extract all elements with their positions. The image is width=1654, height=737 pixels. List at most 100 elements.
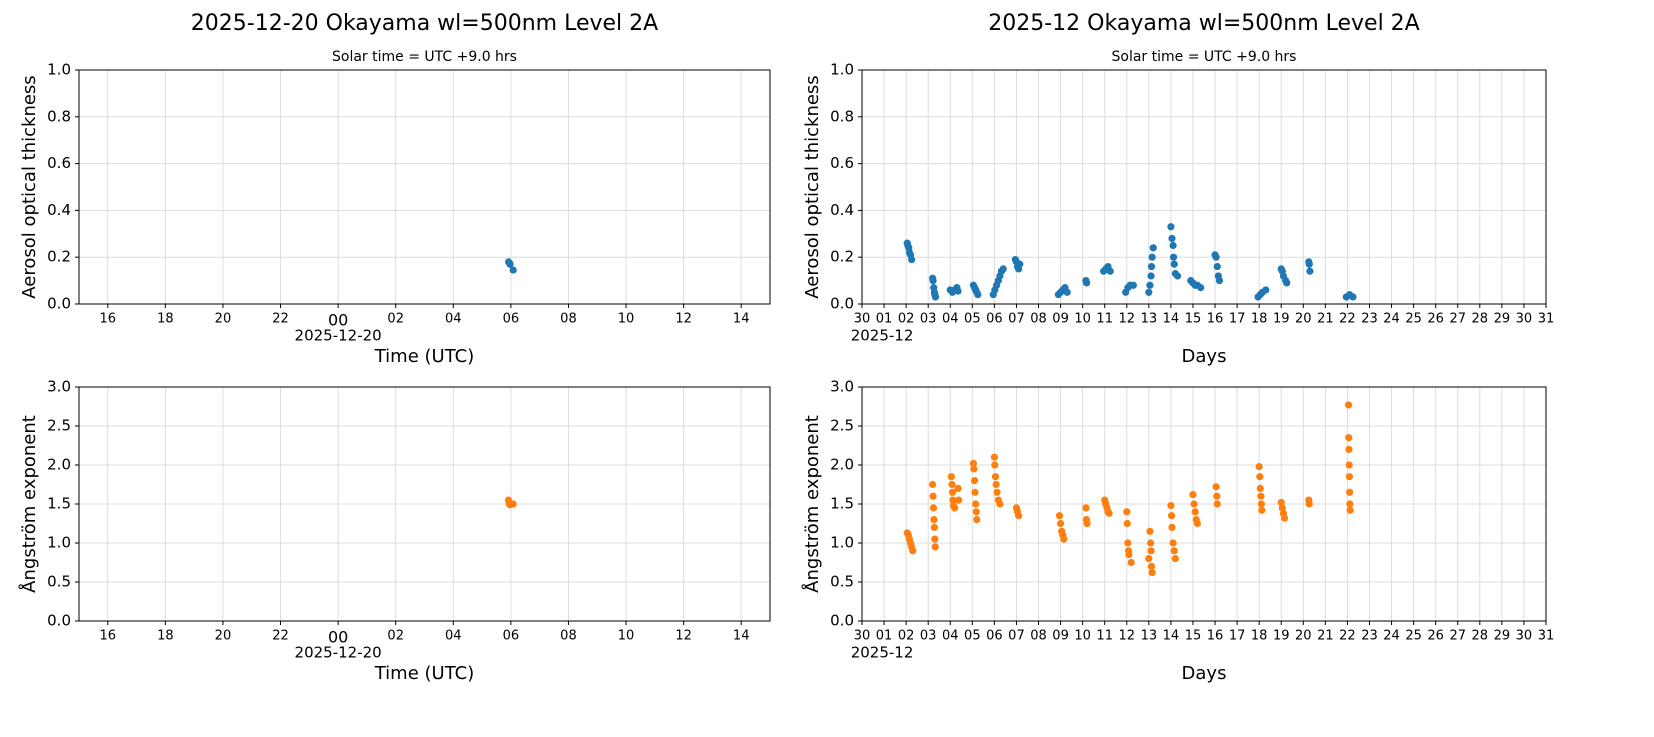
data-point [1256,484,1264,492]
data-point [954,484,962,492]
x-axis-label: Days [1182,663,1227,684]
plot-frame [78,386,771,622]
data-point [1346,488,1354,496]
x-tick-label: 14 [1163,629,1180,644]
x-tick-label: 20 [1295,312,1312,327]
data-point [1149,244,1157,252]
x-tick-label: 04 [942,629,959,644]
data-point [1215,277,1224,285]
x-tick-label: 30 [854,312,871,327]
y-axis-label: Ångström exponent [801,415,823,593]
y-tick-label: 1.5 [830,495,854,513]
x-tick-label: 09 [1052,629,1069,644]
x-tick-label: 10 [1074,629,1091,644]
data-point [1147,562,1156,571]
data-point [973,516,981,524]
data-point [909,547,917,555]
data-point [930,516,938,524]
y-tick-label: 0.6 [830,154,854,172]
x-tick-label: 27 [1449,312,1466,327]
x-tick-label: 25 [1405,312,1422,327]
x-tick-label: 18 [1251,312,1268,327]
data-point [1257,500,1265,508]
y-tick-label: 1.0 [830,61,854,79]
y-axis-label: Aerosol optical thickness [19,75,40,298]
data-point [947,473,955,481]
data-point [1055,512,1064,520]
x-tick-label: 08 [1030,312,1047,327]
data-point [1173,272,1182,280]
data-point [1278,504,1286,512]
x-tick-label: 13 [1141,312,1158,327]
data-point [1125,551,1133,559]
y-tick-label: 0.0 [830,612,854,630]
data-point [1258,506,1266,514]
data-point [1083,279,1091,287]
y-tick-label: 1.0 [830,534,854,552]
x-tick-label: 30 [854,629,871,644]
x-tick-label: 31 [1538,629,1555,644]
x-tick-label: 04 [445,629,462,644]
x-tick-label: 03 [920,629,937,644]
x-tick-label: 28 [1472,312,1489,327]
x-tick-label: 18 [157,629,174,644]
data-point [1344,401,1353,409]
x-tick-label: 31 [1538,312,1555,327]
data-point [969,459,978,468]
x-tick-label: 22 [1339,312,1356,327]
data-point [1305,500,1313,508]
y-tick-label: 2.0 [830,456,854,474]
data-point [1168,234,1176,243]
data-point [1262,286,1270,294]
plot-frame [78,69,771,305]
data-point [931,535,939,543]
data-point [1191,508,1199,516]
y-tick-label: 0.4 [830,201,854,219]
x-tick-label: 09 [1052,312,1069,327]
data-point [948,480,956,489]
data-point [1168,523,1176,532]
x-tick-label: 19 [1273,629,1290,644]
x-tick-label: 12 [1119,312,1136,327]
x-tick-label: 25 [1405,629,1422,644]
x-tick-label: 11 [1096,312,1113,327]
x-tick-label: 16 [100,629,117,644]
x-tick-sublabel: 2025-12 [851,327,914,345]
data-point [1306,267,1314,275]
x-tick-label: 29 [1494,312,1511,327]
data-point [1145,555,1153,563]
x-tick-label: 12 [675,312,692,327]
x-tick-label: 06 [986,629,1003,644]
data-point [931,293,940,301]
x-tick-label: 13 [1141,629,1158,644]
data-point [991,461,999,469]
x-tick-label: 14 [1163,312,1180,327]
x-tick-label: 24 [1383,629,1400,644]
y-tick-label: 1.0 [47,534,71,552]
data-point [1170,260,1178,268]
x-tick-label: 00 [328,311,348,330]
x-tick-label: 27 [1449,629,1466,644]
data-point [1349,293,1357,301]
x-tick-sublabel: 2025-12-20 [295,327,382,345]
x-tick-label: 05 [964,629,981,644]
x-tick-label: 01 [876,629,893,644]
y-tick-label: 0.0 [830,295,854,313]
x-tick-label: 14 [733,629,750,644]
x-tick-label: 30 [1516,312,1533,327]
data-point [1345,434,1353,442]
data-point [1127,558,1135,567]
x-tick-label: 08 [1030,629,1047,644]
y-tick-label: 1.5 [47,495,71,513]
data-point [509,266,517,274]
data-point [1345,461,1353,469]
x-tick-label: 22 [272,312,289,327]
x-tick-label: 17 [1229,629,1246,644]
data-point [1063,288,1071,296]
data-point [1283,279,1291,287]
data-point [1167,501,1175,510]
data-point [1255,462,1263,471]
y-tick-label: 0.2 [830,248,854,266]
data-point [974,291,982,299]
